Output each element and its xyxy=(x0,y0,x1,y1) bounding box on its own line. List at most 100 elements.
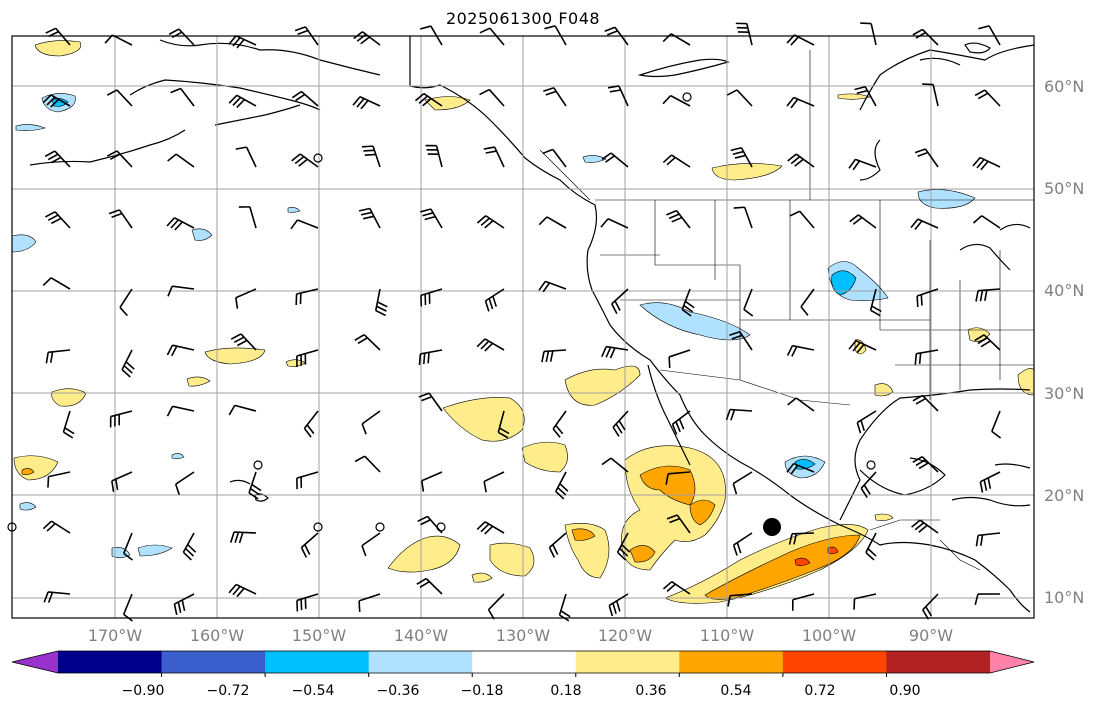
wind-barb xyxy=(229,531,257,544)
wind-barb xyxy=(791,593,815,611)
wind-barb xyxy=(109,410,133,428)
wind-barb xyxy=(979,471,1001,493)
wind-barb xyxy=(600,218,629,229)
wind-barb xyxy=(361,145,381,168)
wind-barb xyxy=(789,210,815,229)
lat-label-50n: 50°N xyxy=(1044,179,1085,198)
graticule xyxy=(12,36,1034,618)
wind-barb xyxy=(483,146,505,168)
wind-barb xyxy=(182,532,197,561)
wind-barb xyxy=(671,410,691,435)
wind-barb xyxy=(848,158,877,171)
colorbar-outline xyxy=(11,650,1035,674)
colorbar-tick-label: 0.36 xyxy=(635,683,667,699)
wind-barb xyxy=(726,89,753,107)
wind-barb xyxy=(416,577,443,595)
wind-barb xyxy=(420,208,443,229)
colorbar-tick-label: −0.54 xyxy=(291,683,335,699)
wind-barb xyxy=(611,288,629,314)
colorbar-swatch xyxy=(265,651,370,673)
wind-barb xyxy=(849,214,877,229)
wind-barb xyxy=(788,532,815,545)
colorbar-swatch xyxy=(886,651,991,673)
wind-barb xyxy=(735,22,753,46)
wind-barb xyxy=(358,207,381,229)
wind-barb xyxy=(228,35,257,49)
wind-barb xyxy=(44,211,71,229)
wind-barb xyxy=(972,156,1001,171)
wind-barb xyxy=(732,532,753,556)
wind-barb xyxy=(974,334,1001,351)
wind-barb xyxy=(418,392,443,412)
wind-barb xyxy=(681,288,695,317)
wind-barb xyxy=(666,209,691,229)
wind-barb xyxy=(914,148,939,168)
wind-barb xyxy=(296,593,319,612)
wind-barb xyxy=(111,471,133,492)
wind-barb xyxy=(497,410,510,439)
wind-barb xyxy=(856,410,877,434)
wind-barb xyxy=(167,153,195,168)
wind-barb xyxy=(601,457,629,473)
wind-barb xyxy=(296,349,319,368)
wind-barb xyxy=(483,471,505,493)
wind-barb xyxy=(555,471,569,500)
wind-barb xyxy=(974,89,1001,107)
lon-label-170w: 170°W xyxy=(87,626,143,645)
lon-label-90w: 90°W xyxy=(908,626,954,645)
lat-label-10n: 10°N xyxy=(1044,588,1085,607)
wind-barb xyxy=(303,410,319,438)
wind-barb xyxy=(662,94,691,107)
wind-barb xyxy=(358,593,381,612)
wind-barb xyxy=(786,96,815,109)
wind-barb xyxy=(484,288,505,312)
wind-barb xyxy=(476,338,505,352)
colorbar-extend-low xyxy=(12,651,58,673)
wind-barb xyxy=(479,88,505,107)
wind-barb xyxy=(910,218,939,230)
wind-barb xyxy=(974,593,1001,605)
wind-barb xyxy=(235,288,257,309)
lat-label-40n: 40°N xyxy=(1044,281,1085,300)
lon-label-120w: 120°W xyxy=(597,626,653,645)
wind-barb xyxy=(420,288,443,307)
wind-barb xyxy=(108,209,133,229)
wind-barb xyxy=(166,217,195,231)
wind-barb xyxy=(662,581,691,595)
wind-barb xyxy=(295,288,319,305)
wind-barb xyxy=(912,394,939,412)
lon-label-150w: 150°W xyxy=(291,626,347,645)
wind-barb xyxy=(538,216,567,229)
colorbar-tick-label: −0.90 xyxy=(121,683,165,699)
wind-barb xyxy=(786,344,815,357)
wind-barb xyxy=(166,405,195,417)
wind-barb xyxy=(665,471,691,485)
map-title: 2025061300 F048 xyxy=(445,9,601,28)
wind-barb xyxy=(476,521,505,535)
storm-center-marker xyxy=(763,518,781,536)
colorbar-swatch xyxy=(161,651,266,673)
wind-barb xyxy=(608,593,629,617)
wind-barb xyxy=(548,532,567,558)
wind-barb xyxy=(174,471,195,495)
wind-barb xyxy=(730,146,753,168)
wind-barb xyxy=(541,349,567,363)
wind-barb xyxy=(869,288,882,317)
wind-barb xyxy=(476,215,505,229)
colorbar-swatch xyxy=(58,651,163,673)
wind-barb xyxy=(860,471,877,498)
colorbar-swatch xyxy=(782,651,887,673)
wind-barb xyxy=(106,150,133,168)
colorbar-swatch xyxy=(472,651,577,673)
wind-barb xyxy=(733,206,753,229)
wind-barb xyxy=(800,288,815,316)
wind-barb xyxy=(543,86,567,107)
wind-barb xyxy=(354,455,381,473)
colorbar-swatch xyxy=(368,651,473,673)
wind-barb xyxy=(42,520,71,534)
wind-barb xyxy=(865,532,877,561)
wind-barb xyxy=(47,471,71,488)
wind-barb xyxy=(45,349,71,364)
colorbar xyxy=(11,650,1035,677)
wind-barb xyxy=(612,410,629,437)
